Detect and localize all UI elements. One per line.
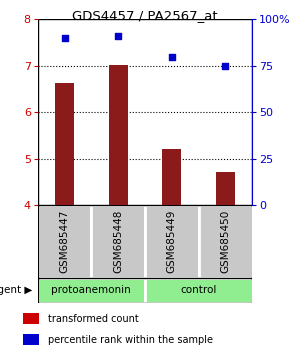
Bar (23, 313, 39, 324)
Text: GSM685449: GSM685449 (167, 210, 177, 273)
Text: control: control (180, 285, 217, 295)
Bar (38, 278, 145, 303)
Bar (38, 205, 91, 278)
Text: agent ▶: agent ▶ (0, 285, 32, 295)
Point (62, 35, 67, 41)
Text: GSM685447: GSM685447 (59, 210, 70, 273)
Bar (216, 172, 235, 205)
Text: transformed count: transformed count (48, 314, 139, 324)
Bar (162, 149, 181, 205)
Bar (91, 205, 145, 278)
Bar (23, 334, 39, 345)
Text: percentile rank within the sample: percentile rank within the sample (48, 335, 213, 345)
Text: GDS4457 / PA2567_at: GDS4457 / PA2567_at (72, 9, 218, 22)
Point (116, 33, 121, 39)
Bar (55, 83, 74, 205)
Text: GSM685448: GSM685448 (113, 210, 123, 273)
Bar (109, 65, 128, 205)
Text: GSM685450: GSM685450 (220, 210, 231, 273)
Point (223, 63, 228, 69)
Text: protoanemonin: protoanemonin (52, 285, 131, 295)
Bar (145, 205, 199, 278)
Bar (145, 278, 252, 303)
Bar (199, 205, 252, 278)
Point (169, 54, 174, 59)
Bar (38, 19, 252, 205)
